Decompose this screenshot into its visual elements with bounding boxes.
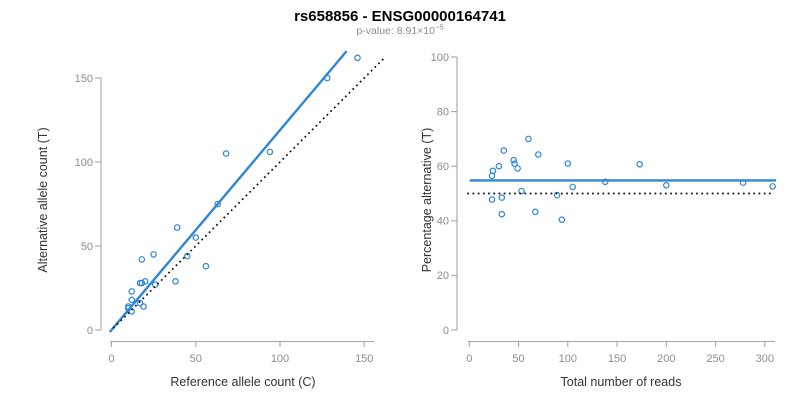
- right-data-point: [489, 167, 497, 175]
- right-y-tick-label: 60: [437, 161, 449, 173]
- left-data-point: [136, 299, 144, 307]
- right-y-axis-title: Percentage alternative (T): [420, 128, 434, 273]
- figure-title: rs658856 - ENSG00000164741: [294, 8, 506, 25]
- left-identity-line: [112, 56, 386, 329]
- right-data-point: [564, 160, 572, 167]
- left-data-point: [141, 277, 149, 285]
- left-data-point: [152, 281, 159, 288]
- left-scatter-panel: 0 50 100 150 0 50 100 150: [75, 50, 386, 365]
- right-x-axis-title: Total number of reads: [561, 375, 682, 389]
- right-x-tick-label: 150: [608, 353, 626, 365]
- subtitle-times-ten: ×10: [417, 25, 435, 37]
- right-y-tick-label: 40: [437, 216, 449, 228]
- left-y-tick-label: 0: [87, 325, 93, 337]
- right-data-point: [495, 162, 503, 170]
- left-y-tick-label: 150: [75, 73, 93, 85]
- right-data-point: [558, 216, 566, 224]
- right-x-tick-label: 300: [756, 353, 774, 365]
- subtitle-exponent: −5: [435, 23, 444, 32]
- left-data-point: [202, 262, 210, 270]
- subtitle-prefix: p-value:: [356, 25, 396, 37]
- right-scatter-panel: 0 50 100 150 200 250 300 0 20 40 60 80 100: [431, 52, 777, 365]
- right-data-point: [534, 151, 542, 158]
- right-data-point: [553, 191, 561, 199]
- right-data-point: [769, 183, 777, 190]
- right-x-tick-label: 200: [657, 353, 675, 365]
- right-data-point: [500, 147, 508, 154]
- right-x-tick-label: 50: [512, 353, 524, 365]
- right-data-point: [531, 208, 539, 216]
- right-data-point: [518, 187, 525, 195]
- right-data-point: [601, 178, 609, 186]
- right-data-point: [498, 210, 506, 218]
- left-regression-line: [108, 50, 348, 333]
- right-data-point: [662, 182, 670, 189]
- right-data-point: [510, 156, 517, 164]
- left-data-point: [172, 277, 179, 285]
- right-data-point: [636, 161, 644, 168]
- right-data-point: [498, 194, 506, 201]
- left-data-point: [138, 256, 146, 263]
- left-x-tick-label: 50: [190, 353, 202, 365]
- right-y-tick-label: 80: [437, 106, 449, 118]
- left-y-axis-title: Alternative allele count (T): [36, 127, 50, 272]
- left-data-point: [354, 54, 361, 62]
- left-x-axis-title: Reference allele count (C): [170, 375, 315, 389]
- right-x-tick-label: 0: [466, 353, 472, 365]
- right-data-point: [514, 165, 521, 172]
- left-data-point: [222, 150, 230, 157]
- left-data-point: [266, 148, 274, 156]
- right-data-point: [525, 135, 532, 143]
- right-y-tick-label: 0: [443, 325, 449, 337]
- left-x-tick-label: 100: [271, 353, 289, 365]
- right-data-point: [511, 160, 518, 168]
- left-y-tick-label: 50: [81, 241, 93, 253]
- right-data-point: [569, 183, 577, 191]
- right-x-tick-label: 250: [706, 353, 724, 365]
- left-data-point: [138, 279, 146, 287]
- figure-subtitle: p-value: 8.91×10−5: [356, 23, 443, 38]
- left-data-point: [128, 296, 136, 304]
- subtitle-mantissa: 8.91: [397, 25, 418, 37]
- left-data-point: [173, 224, 181, 231]
- left-x-tick-label: 0: [108, 353, 114, 365]
- left-y-tick-label: 100: [75, 157, 93, 169]
- left-data-point: [214, 200, 222, 208]
- right-x-tick-label: 100: [559, 353, 577, 365]
- left-x-tick-label: 150: [355, 353, 373, 365]
- right-data-point: [488, 196, 496, 203]
- right-y-tick-label: 100: [431, 52, 449, 64]
- right-y-tick-label: 20: [437, 270, 449, 282]
- left-data-point: [140, 303, 147, 310]
- left-data-point: [192, 234, 200, 241]
- left-data-point: [150, 251, 157, 258]
- left-data-point: [128, 288, 136, 295]
